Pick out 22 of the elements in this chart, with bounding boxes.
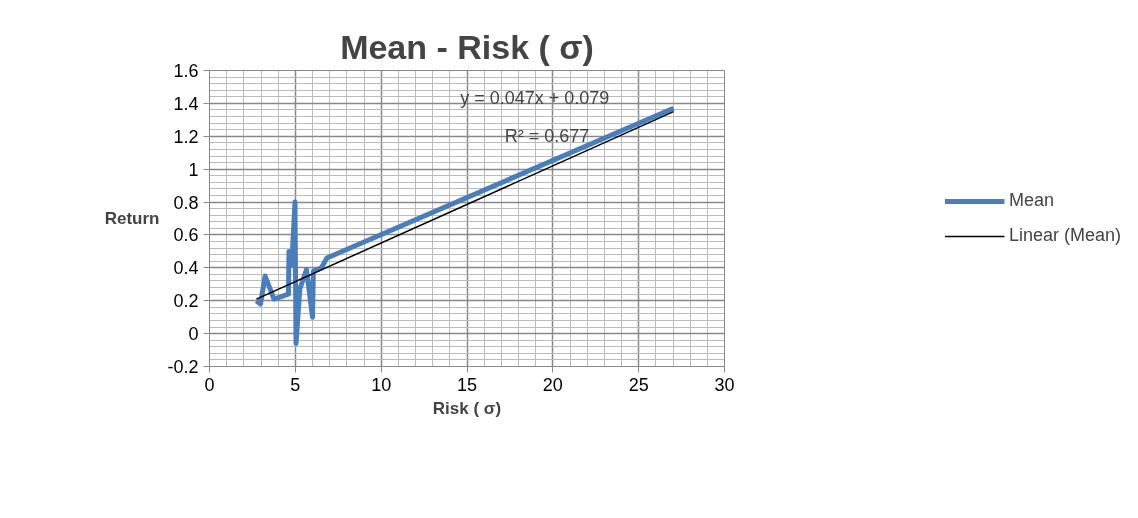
y-tick-label: 0.2: [173, 291, 199, 312]
y-axis-title: Return: [104, 209, 160, 228]
x-tick-label: 10: [371, 374, 392, 395]
x-tick-label: 5: [290, 374, 301, 395]
y-tick-label: 1.6: [173, 61, 199, 81]
y-tick-label: 1: [188, 159, 199, 180]
legend-label: Linear (Mean): [1008, 225, 1122, 246]
y-tick-label: 1.2: [173, 126, 199, 147]
chart-title: Mean - Risk ( σ): [340, 27, 594, 66]
x-tick-label: 0: [204, 374, 215, 395]
y-tick-label: -0.2: [167, 357, 199, 377]
y-tick-label: 0.4: [173, 258, 199, 279]
x-tick-label: 20: [542, 374, 563, 395]
x-tick-label: 15: [456, 374, 478, 395]
y-tick-label: 0.6: [173, 225, 199, 246]
y-tick-label: 0: [188, 324, 199, 345]
y-tick-label: 0.8: [173, 192, 199, 213]
legend-label: Mean: [1008, 190, 1054, 211]
y-tick-label: 1.4: [173, 93, 199, 114]
x-tick-label: 30: [714, 374, 735, 395]
x-axis-title: Risk ( σ): [432, 398, 502, 418]
x-tick-label: 25: [628, 374, 649, 395]
